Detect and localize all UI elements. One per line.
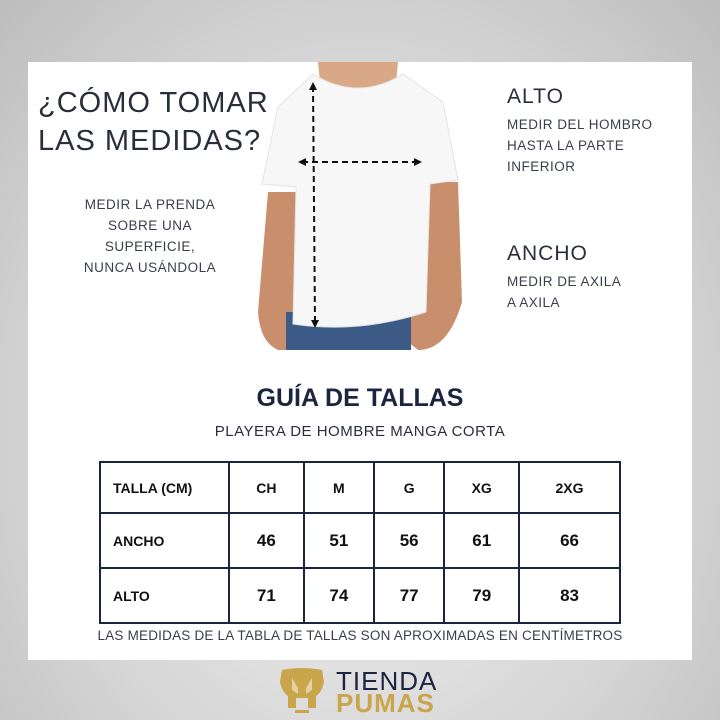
row-label: ALTO: [99, 567, 230, 624]
table-row: ALTO 71 74 77 79 83: [99, 567, 621, 624]
table-cell: 66: [518, 512, 621, 569]
ancho-label: ANCHO: [507, 242, 588, 265]
table-cell: 74: [302, 567, 376, 624]
tienda-pumas-logo: TIENDA PUMAS: [278, 666, 458, 718]
size-table: TALLA (CM) CH M G XG 2XG ANCHO 46 51 56 …: [99, 461, 621, 624]
table-row: ANCHO 46 51 56 61 66: [99, 512, 621, 569]
instructions: MEDIR LA PRENDA SOBRE UNA SUPERFICIE, NUNCA…: [83, 197, 217, 275]
ancho-description: MEDIR DE AXILA A AXILA: [507, 274, 622, 310]
heading: ¿CÓMO TOMAR LAS MEDIDAS?: [38, 87, 269, 157]
guide-title: GUÍA DE TALLAS: [256, 384, 464, 412]
header-cell: M: [302, 461, 376, 514]
table-cell: 77: [373, 567, 446, 624]
tshirt-photo: [258, 62, 462, 350]
brand-line2: PUMAS: [336, 688, 435, 718]
header-cell: CH: [228, 461, 305, 514]
alto-label: ALTO: [507, 85, 564, 108]
table-header-row: TALLA (CM) CH M G XG 2XG: [99, 461, 621, 514]
guide-subtitle: PLAYERA DE HOMBRE MANGA CORTA: [214, 423, 506, 440]
header-cell: G: [373, 461, 446, 514]
pumas-emblem-icon: [280, 668, 324, 713]
table-cell: 71: [228, 567, 305, 624]
alto-description: MEDIR DEL HOMBRO HASTA LA PARTE INFERIOR: [507, 117, 653, 174]
measurement-note: LAS MEDIDAS DE LA TABLA DE TALLAS SON AP…: [97, 628, 623, 643]
table-cell: 46: [228, 512, 305, 569]
table-cell: 79: [443, 567, 521, 624]
header-cell: TALLA (CM): [99, 461, 230, 514]
header-cell: XG: [443, 461, 521, 514]
table-cell: 56: [373, 512, 446, 569]
table-cell: 51: [302, 512, 376, 569]
table-cell: 83: [518, 567, 621, 624]
row-label: ANCHO: [99, 512, 230, 569]
header-cell: 2XG: [518, 461, 621, 514]
brand-line1: TIENDA: [336, 666, 438, 696]
table-cell: 61: [443, 512, 521, 569]
